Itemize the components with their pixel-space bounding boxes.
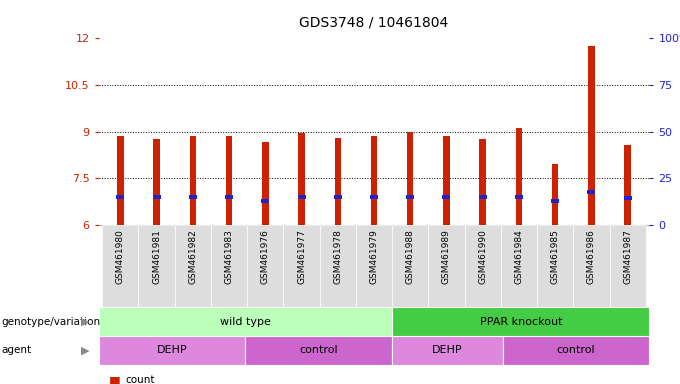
Bar [407,131,413,225]
Bar [116,195,124,199]
Bar [320,225,356,307]
Text: GSM461990: GSM461990 [478,229,487,284]
Bar [334,195,342,199]
Text: PPAR knockout: PPAR knockout [479,316,562,327]
Bar [152,195,160,199]
Text: GSM461988: GSM461988 [406,229,415,284]
Text: GSM461977: GSM461977 [297,229,306,284]
Text: GSM461979: GSM461979 [369,229,379,284]
Bar [262,142,269,225]
Bar [588,190,596,194]
Bar [392,225,428,307]
Bar [552,164,558,225]
Bar [356,225,392,307]
Text: agent: agent [1,345,31,356]
Text: count: count [126,375,155,384]
Bar [299,133,305,225]
Bar [247,225,284,307]
Bar [261,199,269,204]
Bar [298,195,305,199]
Text: DEHP: DEHP [156,345,188,356]
Text: ■: ■ [109,374,120,384]
Text: control: control [300,345,338,356]
Bar [479,195,487,199]
Text: GSM461980: GSM461980 [116,229,125,284]
Text: GSM461983: GSM461983 [224,229,233,284]
Bar [245,336,392,365]
Bar [501,225,537,307]
Text: genotype/variation: genotype/variation [1,316,101,327]
Bar [371,136,377,225]
Text: ▶: ▶ [82,345,90,356]
Bar [406,195,414,199]
Text: ▶: ▶ [82,316,90,327]
Bar [225,195,233,199]
Bar [335,138,341,225]
Bar [284,225,320,307]
Bar [190,136,196,225]
Bar [503,336,649,365]
Bar [370,195,378,199]
Text: GSM461989: GSM461989 [442,229,451,284]
Bar [573,225,609,307]
Bar [515,195,523,199]
Bar [624,196,632,200]
Text: GSM461976: GSM461976 [261,229,270,284]
Text: GSM461984: GSM461984 [515,229,524,283]
Bar [479,139,486,225]
Bar [515,128,522,225]
Bar [464,225,501,307]
Bar [588,46,595,225]
Bar [609,225,646,307]
Text: GSM461981: GSM461981 [152,229,161,284]
Bar [211,225,247,307]
Bar [428,225,464,307]
Bar [175,225,211,307]
Text: DEHP: DEHP [432,345,463,356]
Bar [443,195,450,199]
Bar [443,136,449,225]
Bar [624,146,631,225]
Bar [139,225,175,307]
Bar [392,336,503,365]
Text: wild type: wild type [220,316,271,327]
Text: GSM461982: GSM461982 [188,229,197,283]
Text: GSM461986: GSM461986 [587,229,596,284]
Bar [226,136,233,225]
Text: GSM461987: GSM461987 [623,229,632,284]
Bar [99,307,392,336]
Text: GSM461978: GSM461978 [333,229,342,284]
Bar [153,139,160,225]
Bar [551,199,559,204]
Text: control: control [557,345,595,356]
Bar [117,136,124,225]
Bar [102,225,139,307]
Bar [392,307,649,336]
Bar [537,225,573,307]
Bar [99,336,245,365]
Bar [189,195,197,199]
Text: GDS3748 / 10461804: GDS3748 / 10461804 [299,15,449,29]
Text: GSM461985: GSM461985 [551,229,560,284]
